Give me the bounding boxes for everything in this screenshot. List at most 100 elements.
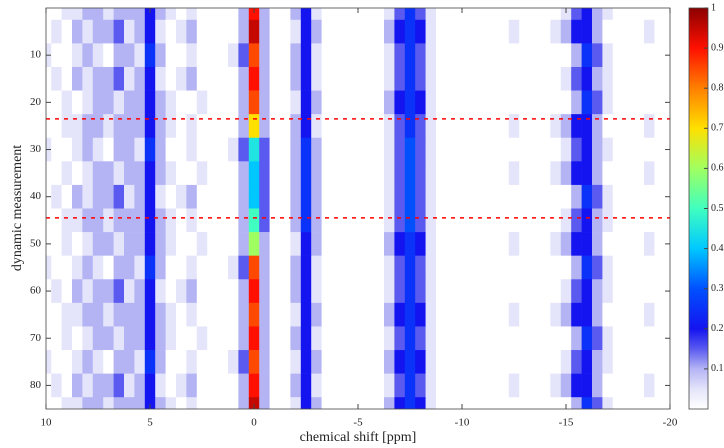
heat-cell: [384, 279, 395, 303]
heat-cell: [134, 161, 145, 185]
heat-cell: [384, 114, 395, 138]
heat-cell: [186, 114, 197, 138]
heat-cell: [405, 67, 416, 91]
heat-cell: [82, 43, 93, 67]
heat-cell: [311, 138, 322, 162]
heat-cell: [571, 256, 582, 280]
heat-cell: [634, 67, 645, 91]
heat-cell: [374, 67, 385, 91]
heat-cell: [176, 326, 187, 350]
heat-cell: [561, 43, 572, 67]
heat-cell: [332, 91, 343, 115]
heat-cell: [467, 232, 478, 256]
heat-cell: [166, 232, 177, 256]
heat-cell: [602, 114, 613, 138]
heat-cell: [582, 374, 593, 398]
heat-cell: [623, 20, 634, 44]
heat-cell: [197, 209, 208, 233]
heat-cell: [290, 374, 301, 398]
heat-cell: [467, 67, 478, 91]
heat-cell: [207, 326, 218, 350]
heat-cell: [457, 138, 468, 162]
heat-cell: [540, 91, 551, 115]
y-tick-label: 20: [30, 96, 42, 108]
heat-cell: [488, 209, 499, 233]
heat-cell: [478, 279, 489, 303]
heat-cell: [270, 0, 281, 20]
heat-cell: [415, 326, 426, 350]
heat-cell: [62, 279, 73, 303]
x-tick-label: 10: [41, 417, 53, 429]
heat-cell: [51, 138, 62, 162]
heat-cell: [426, 67, 437, 91]
heat-cell: [249, 350, 260, 374]
heat-cell: [644, 256, 655, 280]
heat-cell: [186, 43, 197, 67]
heat-cell: [405, 185, 416, 209]
heat-cell: [467, 279, 478, 303]
heat-cell: [634, 209, 645, 233]
heat-cell: [155, 350, 166, 374]
heat-cell: [363, 256, 374, 280]
heat-cell: [218, 67, 229, 91]
heat-cell: [530, 91, 541, 115]
heat-cell: [186, 232, 197, 256]
heat-cell: [540, 303, 551, 327]
heat-cell: [280, 209, 291, 233]
heat-cell: [342, 91, 353, 115]
x-tick-label: -20: [663, 417, 678, 429]
heat-cell: [270, 185, 281, 209]
heat-cell: [623, 67, 634, 91]
heat-cell: [311, 43, 322, 67]
heat-cell: [51, 279, 62, 303]
heat-cell: [394, 67, 405, 91]
heat-cell: [166, 114, 177, 138]
heat-cell: [353, 43, 364, 67]
heat-cell: [72, 374, 83, 398]
heat-cell: [540, 232, 551, 256]
heat-cell: [301, 91, 312, 115]
heat-cell: [550, 20, 561, 44]
heat-cell: [530, 374, 541, 398]
heat-cell: [613, 374, 624, 398]
heat-cell: [124, 232, 135, 256]
heat-cell: [405, 326, 416, 350]
heat-cell: [488, 0, 499, 20]
heat-cell: [623, 43, 634, 67]
heat-cell: [145, 256, 156, 280]
heat-cell: [426, 0, 437, 20]
heat-cell: [644, 161, 655, 185]
heat-cell: [322, 138, 333, 162]
heat-cell: [446, 67, 457, 91]
heat-cell: [228, 256, 239, 280]
heat-cell: [488, 326, 499, 350]
heat-cell: [519, 114, 530, 138]
heat-cell: [654, 114, 665, 138]
heat-cell: [186, 279, 197, 303]
heat-cell: [176, 138, 187, 162]
heat-cell: [218, 326, 229, 350]
heat-cell: [301, 256, 312, 280]
heat-cell: [301, 350, 312, 374]
heat-cell: [478, 161, 489, 185]
heat-cell: [623, 303, 634, 327]
heat-cell: [530, 256, 541, 280]
heat-cell: [498, 374, 509, 398]
heat-cell: [634, 20, 645, 44]
heat-cell: [72, 326, 83, 350]
heat-cell: [290, 20, 301, 44]
heat-cell: [582, 185, 593, 209]
heat-cell: [134, 138, 145, 162]
heat-cell: [467, 161, 478, 185]
heat-cell: [426, 303, 437, 327]
heat-cell: [93, 374, 104, 398]
heat-cell: [238, 20, 249, 44]
heat-cell: [644, 114, 655, 138]
heat-cell: [374, 303, 385, 327]
heat-cell: [238, 303, 249, 327]
heat-cell: [332, 232, 343, 256]
heat-cell: [509, 326, 520, 350]
heat-cell: [249, 114, 260, 138]
heat-cell: [654, 91, 665, 115]
heat-cell: [363, 185, 374, 209]
